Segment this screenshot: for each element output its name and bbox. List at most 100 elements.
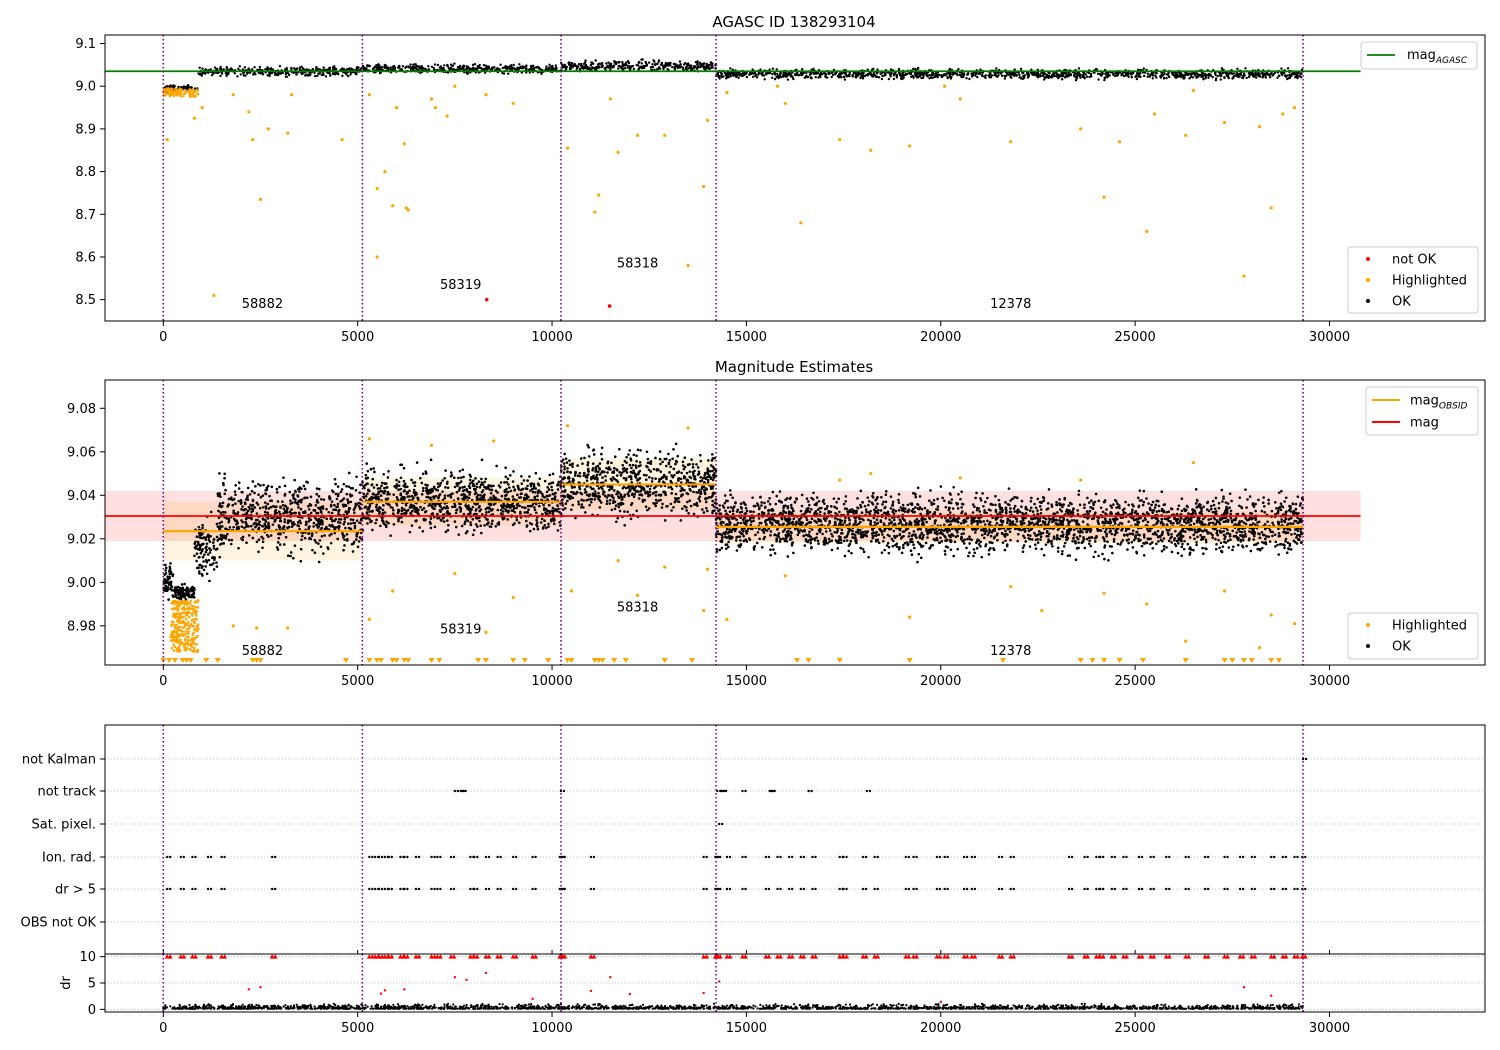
ok-point	[453, 505, 457, 508]
ok-point	[484, 64, 488, 67]
ok-point	[366, 469, 370, 473]
ok-point	[526, 484, 529, 488]
ok-point	[688, 487, 692, 491]
ok-point	[206, 553, 210, 556]
ok-point	[418, 526, 421, 529]
ok-point	[250, 524, 253, 528]
ok-point	[663, 64, 667, 67]
ok-point	[419, 71, 422, 75]
ok-point	[1097, 78, 1100, 81]
ok-point	[527, 508, 530, 511]
ok-point	[579, 457, 583, 460]
ok-point	[914, 74, 917, 77]
ok-point	[674, 442, 678, 446]
ok-point	[387, 67, 390, 70]
ok-point	[278, 512, 282, 516]
highlighted-point	[251, 137, 255, 142]
ok-point	[400, 498, 404, 501]
ok-point	[446, 519, 449, 522]
ok-point	[567, 62, 571, 65]
ok-point	[406, 485, 409, 489]
ok-point	[586, 473, 590, 477]
ok-point	[374, 521, 377, 525]
ok-point	[244, 520, 247, 524]
ok-point	[293, 501, 297, 504]
ok-point	[997, 71, 1000, 75]
ok-point	[237, 487, 241, 490]
ok-point	[205, 548, 208, 552]
ok-point	[357, 540, 361, 543]
ok-point	[1146, 72, 1150, 75]
ok-point	[666, 504, 669, 508]
legend-marker	[1366, 278, 1370, 282]
y-tick-label: 8.7	[75, 208, 96, 223]
highlighted-point	[1257, 125, 1262, 129]
ok-point	[194, 547, 197, 550]
ok-point	[874, 75, 878, 79]
ok-point	[288, 510, 292, 514]
ok-point	[468, 490, 472, 494]
ok-point	[201, 542, 204, 546]
ok-point	[373, 470, 376, 474]
ok-point	[302, 484, 306, 488]
highlighted-point	[190, 92, 193, 95]
highlighted-point	[1117, 140, 1122, 144]
ok-point	[318, 539, 322, 542]
ok-point	[644, 505, 648, 508]
ok-point	[409, 63, 412, 66]
ok-point	[222, 68, 225, 71]
ok-point	[1085, 75, 1089, 78]
ok-point	[310, 534, 314, 538]
ok-point	[165, 589, 169, 593]
ok-point	[1231, 77, 1234, 80]
ok-point	[380, 519, 384, 522]
ok-point	[419, 476, 422, 480]
ok-point	[599, 501, 603, 504]
ok-point	[491, 519, 494, 523]
ok-point	[659, 494, 663, 497]
ok-point	[521, 505, 524, 509]
ok-point	[937, 73, 941, 77]
ok-point	[877, 76, 881, 79]
ok-point	[281, 500, 284, 503]
ok-point	[629, 517, 633, 521]
ok-point	[219, 74, 222, 78]
ok-point	[345, 492, 349, 496]
ok-point	[328, 68, 331, 71]
ok-point	[404, 485, 407, 489]
ok-point	[1230, 72, 1234, 75]
ok-point	[667, 64, 670, 67]
ok-point	[445, 511, 449, 515]
ok-point	[479, 483, 483, 487]
ok-point	[659, 462, 662, 466]
ok-point	[451, 492, 454, 495]
highlighted-point	[188, 94, 191, 97]
ok-point	[900, 75, 903, 78]
ok-point	[219, 534, 223, 538]
ok-point	[477, 480, 481, 483]
ok-point	[197, 525, 201, 529]
ok-point	[359, 498, 362, 501]
ok-point	[202, 568, 206, 572]
ok-point	[362, 485, 365, 488]
ok-point	[863, 74, 867, 78]
ok-point	[322, 552, 325, 555]
ok-point	[446, 486, 450, 490]
ok-point	[321, 507, 325, 510]
ok-point	[669, 61, 672, 65]
ok-point	[233, 72, 237, 75]
ok-point	[432, 66, 436, 70]
ok-point	[990, 74, 994, 77]
ok-point	[401, 65, 405, 68]
ok-point	[751, 75, 755, 78]
ok-point	[691, 462, 695, 466]
ok-point	[566, 499, 569, 503]
ok-point	[278, 525, 282, 529]
ok-point	[420, 67, 423, 70]
ok-point	[688, 499, 692, 503]
ok-point	[196, 535, 199, 539]
ok-point	[1241, 76, 1245, 80]
highlighted-point	[391, 204, 395, 208]
ok-point	[1106, 75, 1109, 79]
ok-point	[416, 510, 419, 513]
